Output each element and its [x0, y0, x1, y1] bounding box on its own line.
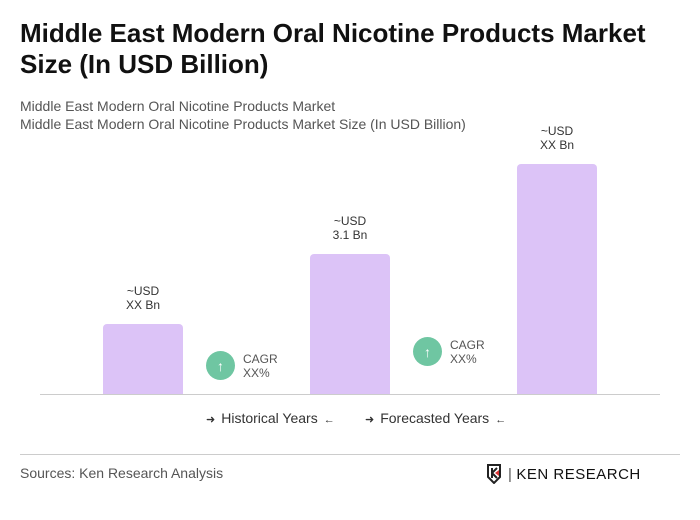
- legend-forecasted: ➜ Forecasted Years ←: [359, 410, 512, 426]
- sources-text: Sources: Ken Research Analysis: [20, 465, 224, 481]
- arrow-up-icon: ↑: [413, 337, 442, 366]
- arrow-left-icon: ←: [495, 414, 507, 426]
- footer-divider: [20, 454, 680, 455]
- logo-text: KEN RESEARCH: [516, 465, 641, 483]
- bar-data-label: ~USD 3.1 Bn: [332, 214, 368, 242]
- cagr-label: CAGR: [243, 351, 278, 366]
- arrow-left-icon: ←: [323, 414, 335, 426]
- cagr-label: CAGR: [450, 337, 485, 352]
- bar-2: [310, 254, 390, 394]
- cagr-badge-2: ↑ CAGR XX%: [413, 337, 485, 366]
- legend-label: Forecasted Years: [380, 410, 490, 426]
- bar-chart: ↑ CAGR XX% ↑ CAGR XX% ➜ Historical Years ← ➜…: [40, 123, 660, 426]
- bar-data-label: ~USD XX Bn: [125, 284, 161, 312]
- legend-historical: ➜ Historical Years ←: [200, 410, 341, 426]
- legend-label: Historical Years: [221, 410, 318, 426]
- chart-subtitle-2: Middle East Modern Oral Nicotine Product…: [20, 116, 466, 132]
- bar-data-label: ~USD XX Bn: [539, 123, 575, 152]
- cagr-value: XX%: [450, 351, 477, 366]
- chart-title: Middle East Modern Oral Nicotine Product…: [20, 18, 646, 79]
- chart-subtitle: Middle East Modern Oral Nicotine Product…: [20, 98, 336, 114]
- cagr-badge-1: ↑ CAGR XX%: [206, 351, 278, 380]
- arrow-up-icon: ↑: [206, 351, 235, 380]
- bar-3: [517, 163, 597, 394]
- logo-icon: [487, 464, 501, 484]
- arrow-right-icon: ➜: [206, 414, 216, 426]
- arrow-right-icon: ➜: [365, 414, 375, 426]
- cagr-value: XX%: [243, 365, 270, 380]
- ken-research-logo: | KEN RESEARCH: [486, 464, 641, 484]
- x-axis-line: [40, 394, 660, 395]
- bar-1: [103, 324, 183, 394]
